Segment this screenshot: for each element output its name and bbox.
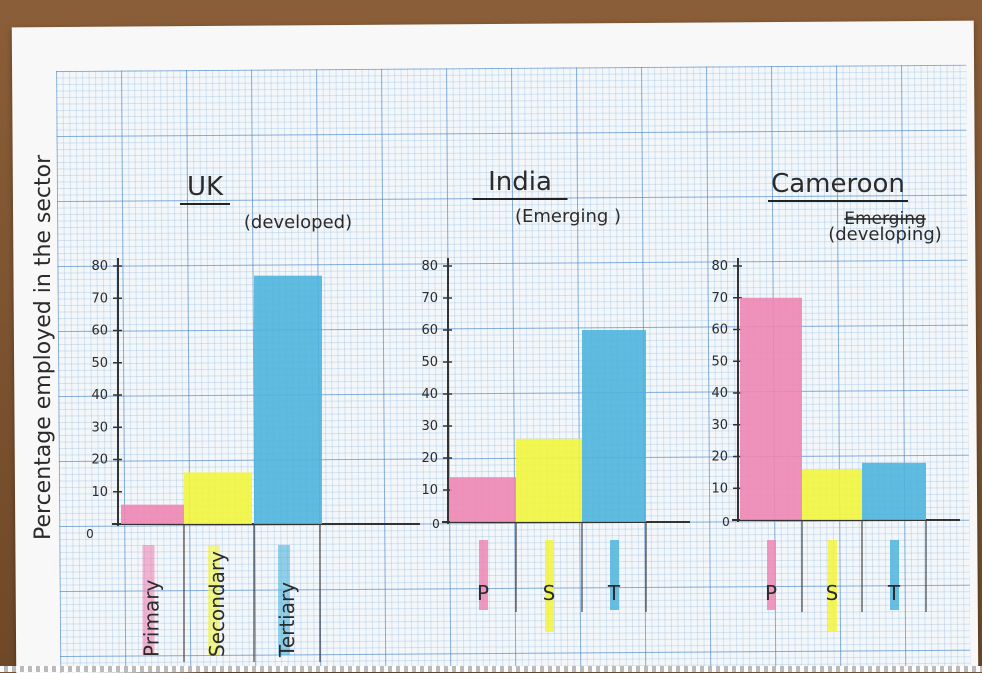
y-tick-label-3-8: 80 — [711, 259, 728, 274]
category-highlight-3-3 — [890, 540, 899, 610]
category-highlight-1-1 — [142, 545, 155, 655]
category-label-1-1: Primary — [140, 580, 164, 657]
bar-3-p — [740, 297, 802, 520]
y-tick-label-1-8: 80 — [91, 259, 108, 274]
y-tick-label-2-8: 80 — [421, 259, 438, 274]
origin-label-1: 0 — [86, 527, 94, 541]
y-tick-label-3-3: 30 — [711, 418, 728, 433]
y-tick-label-3-2: 20 — [711, 450, 728, 465]
panel-title-3: Cameroon — [771, 169, 905, 199]
panel-subtitle-3: (developing) — [828, 224, 942, 245]
panel-title-1: UK — [187, 172, 224, 202]
y-tick-label-1-2: 20 — [91, 453, 108, 468]
category-label-2-3: T — [607, 581, 621, 605]
bottom-edge — [0, 666, 982, 672]
category-highlight-3-2 — [828, 540, 837, 632]
panel-subtitle-2: (Emerging ) — [515, 206, 621, 227]
bar-1-tertiary — [254, 275, 322, 524]
category-label-1-2: Secondary — [205, 551, 229, 657]
category-label-1-3: Tertiary — [275, 582, 299, 658]
category-highlight-2-1 — [479, 540, 488, 610]
y-tick-label-3-6: 60 — [711, 323, 728, 338]
category-highlight-2-3 — [610, 540, 619, 610]
y-tick-label-2-2: 20 — [421, 451, 438, 466]
y-tick-label-2-3: 30 — [421, 419, 438, 434]
bar-2-s — [516, 438, 582, 522]
y-tick-label-1-4: 40 — [91, 388, 108, 403]
y-tick-label-2-4: 40 — [421, 387, 438, 402]
origin-label-3: 0 — [722, 515, 730, 529]
origin-label-2: 0 — [432, 517, 440, 531]
category-highlight-3-1 — [767, 540, 776, 610]
y-tick-label-2-1: 10 — [421, 483, 438, 498]
bar-2-t — [582, 330, 646, 522]
y-tick-label-1-3: 30 — [91, 420, 108, 435]
y-axis-label: Percentage employed in the sector — [31, 154, 56, 540]
category-highlight-2-2 — [545, 540, 554, 632]
y-tick-label-3-7: 70 — [711, 291, 728, 306]
category-label-3-3: T — [887, 581, 901, 605]
y-tick-label-2-7: 70 — [421, 291, 438, 306]
y-tick-label-3-1: 10 — [711, 481, 728, 496]
bar-3-t — [862, 462, 926, 520]
category-label-3-2: S — [826, 581, 839, 605]
subtitle-struck-3: Emerging — [844, 209, 926, 229]
y-tick-label-1-5: 50 — [91, 356, 108, 371]
category-highlight-1-2 — [208, 545, 220, 655]
bar-2-p — [450, 477, 516, 522]
panel-title-2: India — [488, 167, 552, 197]
bar-3-s — [802, 469, 862, 520]
y-tick-label-1-6: 60 — [91, 324, 108, 339]
panel-subtitle-1: (developed) — [244, 212, 352, 233]
category-label-2-2: S — [543, 581, 556, 605]
y-tick-label-3-5: 50 — [711, 354, 728, 369]
y-tick-label-2-6: 60 — [421, 323, 438, 338]
bar-1-secondary — [184, 472, 252, 524]
y-tick-label-1-7: 70 — [91, 291, 108, 306]
y-tick-label-2-5: 50 — [421, 355, 438, 370]
bar-1-primary — [121, 504, 184, 524]
y-tick-label-3-4: 40 — [711, 386, 728, 401]
category-label-3-1: P — [765, 581, 777, 605]
category-label-2-1: P — [477, 581, 489, 605]
category-highlight-1-3 — [278, 545, 290, 655]
y-tick-label-1-1: 10 — [91, 485, 108, 500]
